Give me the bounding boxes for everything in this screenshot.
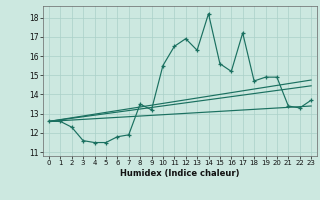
X-axis label: Humidex (Indice chaleur): Humidex (Indice chaleur) bbox=[120, 169, 240, 178]
